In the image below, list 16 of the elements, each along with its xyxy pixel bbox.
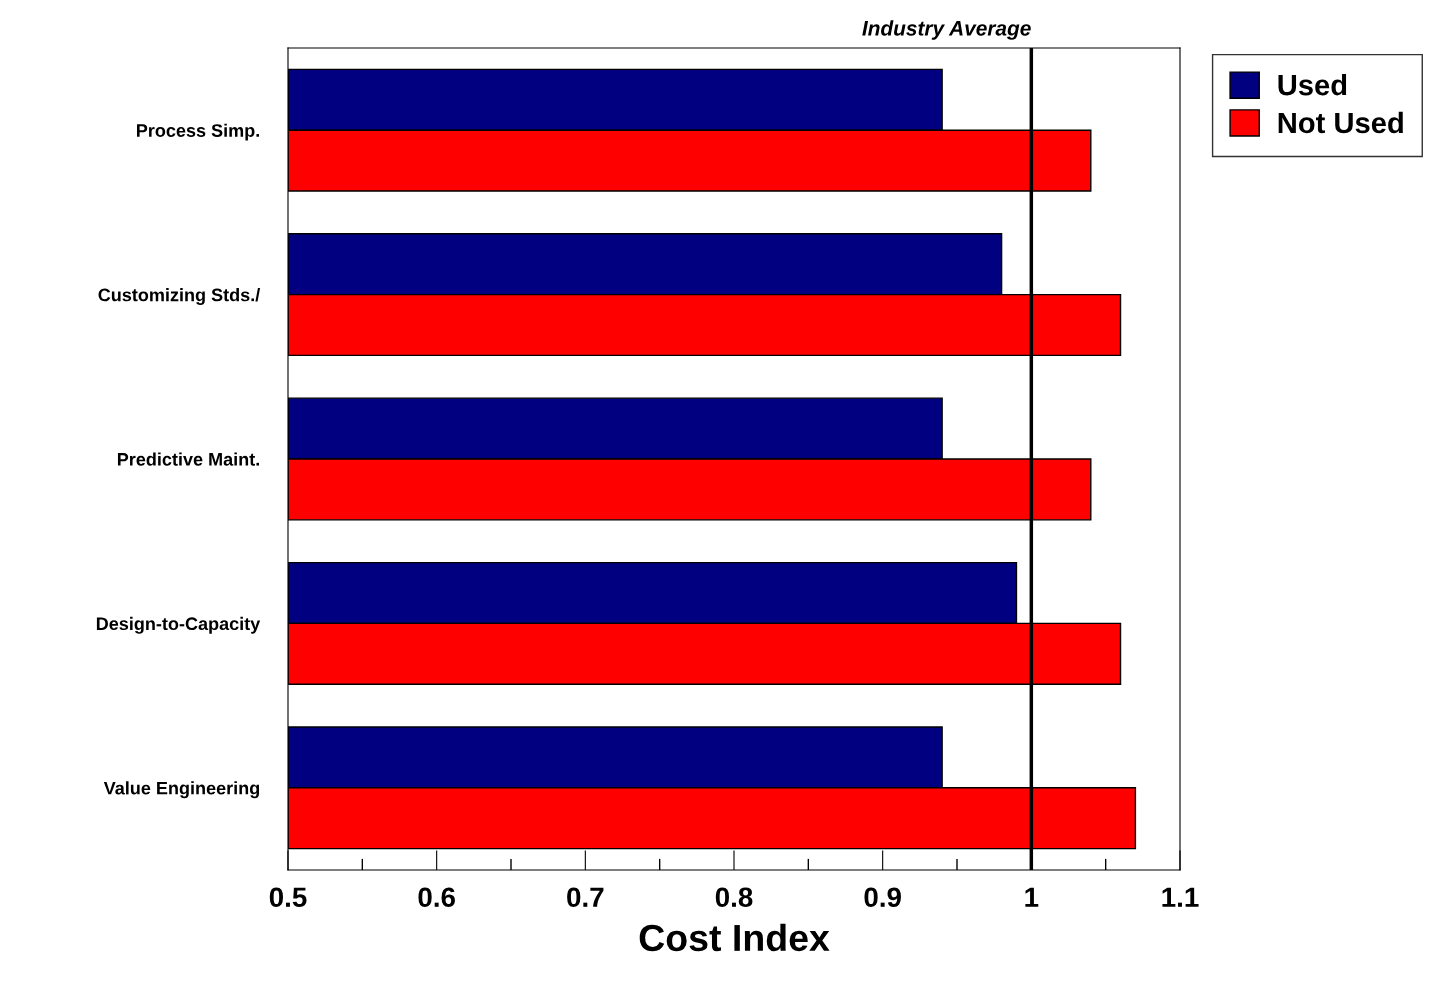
- y-tick-label: Design-to-Capacity: [96, 616, 261, 634]
- y-tick-label: Customizing Stds./: [98, 288, 261, 305]
- x-tick-label: 1.1: [1162, 887, 1199, 907]
- ref-line-label: Industry Average: [862, 20, 1031, 40]
- y-tick-label: Process Simp.: [136, 123, 259, 141]
- legend-label: Not Used: [1278, 111, 1403, 134]
- x-tick-label: 0.8: [715, 887, 753, 908]
- x-tick-label: 1: [1025, 887, 1039, 907]
- y-tick-label: Value Engineering: [103, 781, 260, 799]
- x-tick-label: 0.7: [567, 887, 604, 908]
- legend-label: Used: [1278, 73, 1347, 96]
- x-tick-label: 0.6: [418, 887, 455, 908]
- x-tick-label: 0.5: [269, 887, 307, 908]
- y-tick-label: Predictive Maint.: [117, 452, 259, 466]
- x-tick-label: 0.9: [864, 887, 901, 908]
- x-axis-title: Cost Index: [639, 923, 830, 952]
